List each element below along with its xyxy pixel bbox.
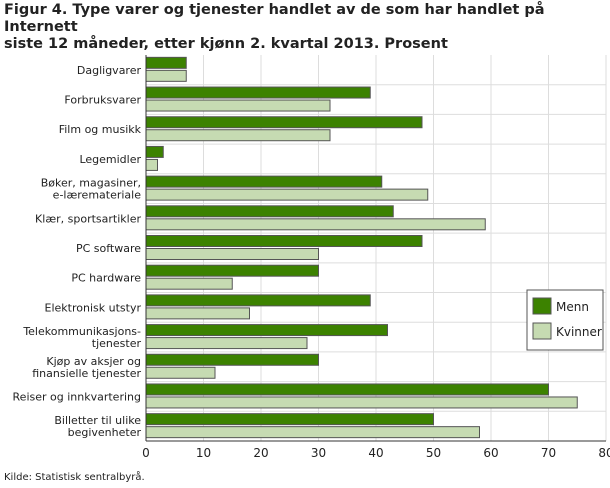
category-label: Legemidler: [79, 153, 141, 166]
bar-menn: [145, 383, 549, 396]
x-tick-label: 30: [311, 446, 326, 460]
category-label: Telekommunikasjons-tjenester: [22, 325, 141, 350]
category-label: Reiser og innkvartering: [13, 390, 141, 403]
x-tick-label: 80: [598, 446, 610, 460]
bar-kvinner: [145, 366, 216, 379]
x-tick-label: 0: [142, 446, 150, 460]
category-label: Forbruksvarer: [64, 94, 141, 107]
category-label: PC hardware: [71, 272, 141, 285]
legend-label: Kvinner: [556, 325, 602, 339]
x-tick-label: 40: [368, 446, 383, 460]
legend-swatch-kvinner: [532, 322, 552, 340]
bar-kvinner: [145, 188, 429, 201]
bar-kvinner: [145, 277, 233, 290]
title-line-2: siste 12 måneder, etter kjønn 2. kvartal…: [4, 36, 448, 52]
bar-kvinner: [145, 248, 319, 260]
bar-kvinner: [145, 69, 187, 82]
category-label: PC software: [76, 242, 141, 255]
bar-menn: [145, 56, 187, 69]
bar-kvinner: [145, 218, 486, 231]
bar-kvinner: [145, 426, 480, 439]
bar-menn: [145, 324, 388, 337]
source-note: Kilde: Statistisk sentralbyrå.: [4, 472, 145, 483]
category-label: Billetter til ulike begivenheter: [54, 414, 141, 439]
bar-menn: [145, 264, 319, 277]
category-label: Klær, sportsartikler: [35, 212, 141, 225]
bar-menn: [145, 353, 319, 366]
category-label: Elektronisk utstyr: [45, 301, 142, 314]
bar-menn: [145, 294, 371, 307]
bar-kvinner: [145, 158, 158, 171]
bar-menn: [145, 145, 164, 158]
bar-kvinner: [145, 307, 250, 320]
x-tick-label: 60: [483, 446, 498, 460]
x-tick-label: 70: [541, 446, 556, 460]
category-label: Bøker, magasiner, e-læremateriale: [41, 177, 141, 202]
x-tick-label: 50: [426, 446, 441, 460]
category-label: Film og musikk: [59, 123, 142, 136]
x-tick-label: 20: [253, 446, 268, 460]
bar-kvinner: [145, 99, 331, 112]
bar-kvinner: [145, 396, 578, 409]
bar-kvinner: [145, 337, 308, 350]
legend-label: Menn: [556, 300, 589, 314]
category-label: Kjøp av aksjer og finansielle tjenester: [32, 355, 141, 380]
bar-menn: [145, 205, 394, 218]
title-line-1: Figur 4. Type varer og tjenester handlet…: [4, 2, 545, 35]
bar-menn: [145, 413, 434, 426]
bar-menn: [145, 116, 423, 129]
bar-menn: [145, 86, 371, 99]
bar-kvinner: [145, 129, 331, 142]
category-label: Dagligvarer: [77, 64, 142, 77]
bar-menn: [145, 235, 423, 247]
bar-menn: [145, 175, 383, 188]
legend-swatch-menn: [532, 297, 552, 315]
chart-title: Figur 4. Type varer og tjenester handlet…: [4, 2, 604, 53]
x-tick-label: 10: [196, 446, 211, 460]
